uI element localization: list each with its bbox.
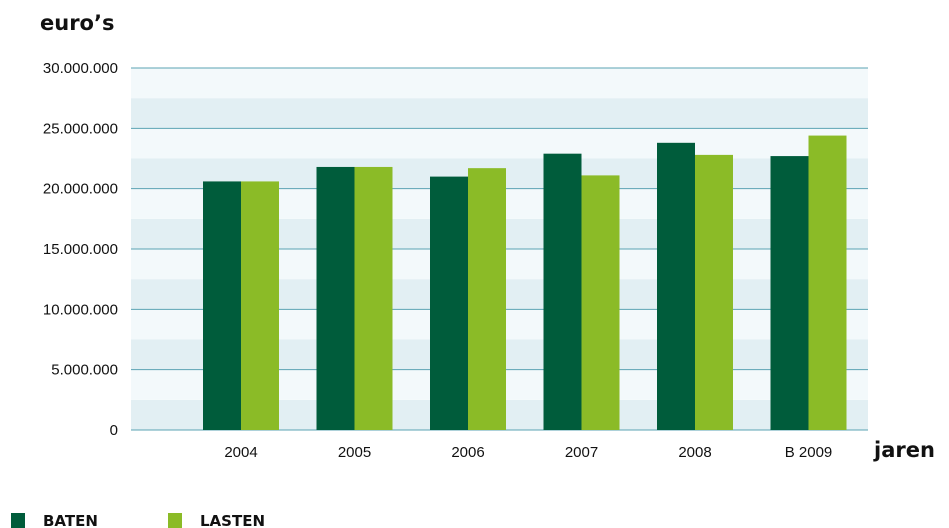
bar-baten-2008 <box>657 142 695 430</box>
background-band <box>131 128 868 159</box>
y-tick-label: 15.000.000 <box>43 241 118 258</box>
legend-label-baten: BATEN <box>43 512 98 528</box>
bars <box>203 135 847 431</box>
y-axis-ticks: 0 5.000.000 10.000.000 15.000.000 20.000.000… <box>43 60 118 439</box>
x-axis-ticks: 2004 2005 2006 2007 2008 B 2009 <box>224 444 832 461</box>
bar-baten-b-2009 <box>770 156 809 430</box>
legend-swatch-baten <box>11 513 25 528</box>
y-tick-label: 20.000.000 <box>43 181 118 198</box>
y-tick-label: 10.000.000 <box>43 301 118 318</box>
bar-lasten-2004 <box>241 181 279 430</box>
x-tick-label: 2004 <box>224 444 257 461</box>
bar-lasten-2006 <box>468 168 506 431</box>
background-band <box>131 68 868 99</box>
y-tick-label: 5.000.000 <box>51 362 118 379</box>
x-tick-label: 2008 <box>678 444 711 461</box>
bar-lasten-2005 <box>354 166 393 431</box>
bar-baten-2006 <box>430 176 468 430</box>
y-tick-label: 25.000.000 <box>43 120 118 137</box>
x-tick-label: B 2009 <box>785 444 833 461</box>
bar-lasten-2007 <box>581 175 620 430</box>
x-tick-label: 2005 <box>338 444 371 461</box>
y-tick-label: 0 <box>110 422 118 439</box>
legend-label-lasten: LASTEN <box>200 512 265 528</box>
bar-baten-2004 <box>203 181 241 430</box>
bar-lasten-b-2009 <box>808 135 847 430</box>
bar-lasten-2008 <box>695 154 733 430</box>
background-band <box>131 98 868 129</box>
x-tick-label: 2007 <box>565 444 598 461</box>
bar-baten-2007 <box>543 153 582 430</box>
y-axis-label: euro’s <box>40 11 114 35</box>
x-axis-label: jaren <box>873 438 935 462</box>
legend: BATEN LASTEN <box>11 512 265 528</box>
x-tick-label: 2006 <box>451 444 484 461</box>
legend-swatch-lasten <box>168 513 182 528</box>
bar-baten-2005 <box>316 166 355 431</box>
y-tick-label: 30.000.000 <box>43 60 118 77</box>
